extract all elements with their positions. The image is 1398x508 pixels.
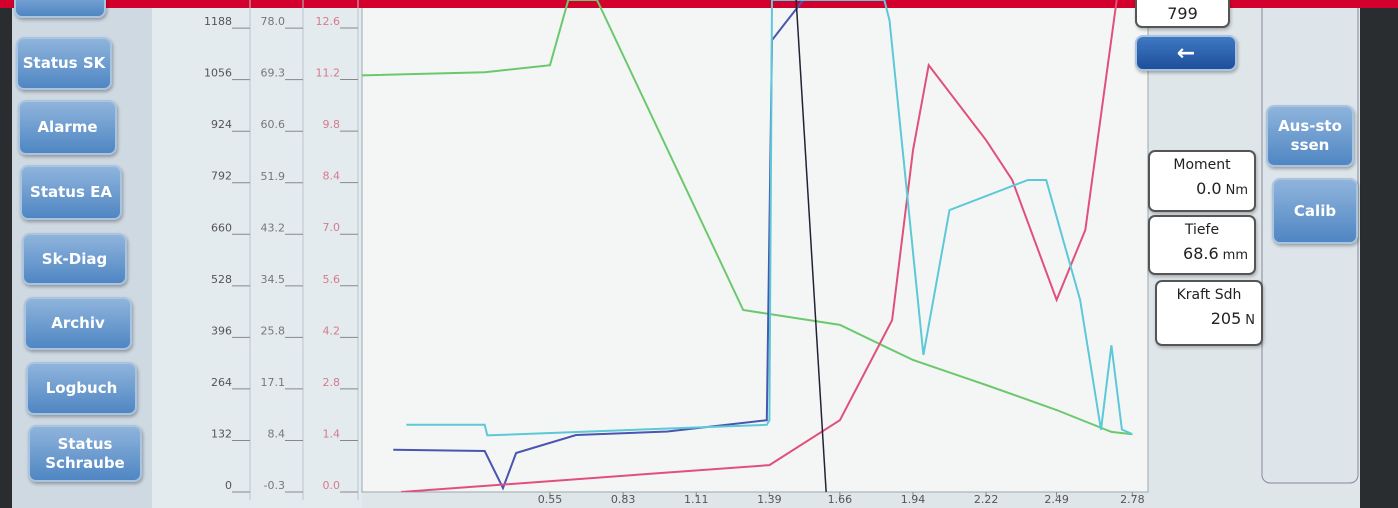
nav-button[interactable]: Logbuch — [26, 362, 137, 415]
y-tick-label: 2.8 — [323, 376, 341, 389]
nav-button[interactable]: Alarme — [18, 100, 117, 155]
y-tick-label: 7.0 — [323, 221, 341, 234]
y-tick-label: 1.4 — [323, 427, 341, 440]
bezel — [0, 0, 12, 508]
y-tick-label: 132 — [211, 427, 232, 440]
readout-label: Tiefe — [1150, 222, 1254, 238]
x-tick-label: 1.11 — [684, 493, 709, 506]
y-tick-label: 17.1 — [261, 376, 286, 389]
readout-unit: N — [1245, 313, 1255, 328]
y-tick-label: 5.6 — [323, 273, 341, 286]
y-tick-label: 9.8 — [323, 118, 341, 131]
x-tick-label: 2.22 — [974, 493, 999, 506]
nav-button[interactable]: Status Schraube — [28, 425, 142, 482]
y-tick-label: -0.3 — [264, 479, 285, 492]
side-button[interactable]: Calib — [1272, 178, 1358, 244]
nav-button[interactable]: Archiv — [24, 297, 132, 350]
y-tick-label: 264 — [211, 376, 232, 389]
readout-value-row: 68.6 mm — [1150, 244, 1254, 263]
y-tick-label: 4.2 — [323, 324, 341, 337]
readout-value: 205 — [1211, 309, 1242, 328]
y-tick-label: 8.4 — [323, 170, 341, 183]
y-tick-label: 25.8 — [261, 324, 286, 337]
y-tick-label: 792 — [211, 170, 232, 183]
readout-unit: mm — [1223, 248, 1248, 263]
x-tick-label: 2.78 — [1120, 493, 1145, 506]
y-tick-label: 12.6 — [316, 15, 341, 28]
nav-button[interactable]: Status SK — [16, 37, 112, 90]
plot-area — [362, 0, 1148, 492]
y-tick-label: 69.3 — [261, 67, 286, 80]
y-tick-label: 34.5 — [261, 273, 286, 286]
readout: Moment 0.0 Nm — [1148, 150, 1256, 212]
readout-value: 68.6 — [1183, 244, 1219, 263]
y-tick-label: 924 — [211, 118, 232, 131]
readout: Tiefe 68.6 mm — [1148, 215, 1256, 275]
y-tick-label: 60.6 — [261, 118, 286, 131]
x-tick-label: 0.55 — [538, 493, 563, 506]
readout-label: Moment — [1150, 157, 1254, 173]
readout-value: 0.0 — [1196, 179, 1221, 198]
x-tick-label: 1.39 — [757, 493, 782, 506]
y-tick-label: 396 — [211, 324, 232, 337]
readout-label: Kraft Sdh — [1157, 287, 1261, 303]
y-tick-label: 8.4 — [268, 427, 286, 440]
screen: 0 132 264 396 528 660 792 924 1056 1188 -0.3 8.4 17.… — [0, 0, 1398, 508]
x-tick-label: 1.66 — [828, 493, 853, 506]
side-button[interactable]: Aus-stossen — [1266, 105, 1354, 167]
y-tick-label: 11.2 — [316, 67, 341, 80]
y-tick-label: 1188 — [204, 15, 232, 28]
bezel — [1360, 0, 1398, 508]
readout-value-row: 0.0 Nm — [1150, 179, 1254, 198]
x-tick-label: 1.94 — [901, 493, 926, 506]
nav-button[interactable]: Sk-Diag — [22, 233, 127, 285]
nav-button[interactable] — [14, 0, 106, 18]
y-tick-label: 78.0 — [261, 15, 286, 28]
x-tick-label: 2.49 — [1044, 493, 1069, 506]
back-button[interactable]: ← — [1135, 35, 1237, 71]
y-tick-label: 528 — [211, 273, 232, 286]
nav-button[interactable]: Status EA — [20, 165, 122, 220]
counter: 799 — [1135, 0, 1230, 28]
y-tick-label: 1056 — [204, 67, 232, 80]
y-tick-label: 0 — [225, 479, 232, 492]
y-tick-label: 43.2 — [261, 221, 286, 234]
y-tick-label: 0.0 — [323, 479, 341, 492]
readout-unit: Nm — [1226, 183, 1248, 198]
x-tick-label: 0.83 — [611, 493, 636, 506]
y-tick-label: 660 — [211, 221, 232, 234]
y-tick-label: 51.9 — [261, 170, 286, 183]
